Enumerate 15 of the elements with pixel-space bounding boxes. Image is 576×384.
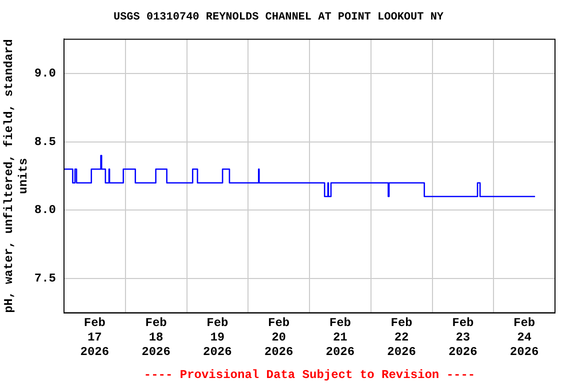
y-tick-label: 8.0 — [34, 203, 56, 218]
x-tick-label: Feb 24 2026 — [510, 316, 539, 359]
y-tick-label: 7.5 — [34, 272, 56, 286]
x-tick-label: Feb 17 2026 — [80, 316, 110, 359]
chart-title: USGS 01310740 REYNOLDS CHANNEL AT POINT LOOKOUT NY — [113, 11, 444, 24]
x-tick-label: Feb 23 2026 — [448, 316, 478, 359]
y-tick-label: 9.0 — [34, 66, 56, 80]
x-tick-label: Feb 19 2026 — [203, 316, 232, 359]
x-tick-label: Feb 18 2026 — [142, 316, 170, 359]
y-tick-label: 8.5 — [34, 134, 56, 149]
x-tick-label: Feb 22 2026 — [387, 316, 416, 359]
x-tick-label: Feb 20 2026 — [264, 316, 294, 359]
y-axis-title: pH, water, unfiltered, field, standard units — [2, 39, 31, 313]
text: ---- Provisional Data Subject to Revision ---- — [144, 368, 476, 382]
x-tick-label: Feb 21 2026 — [326, 316, 355, 359]
